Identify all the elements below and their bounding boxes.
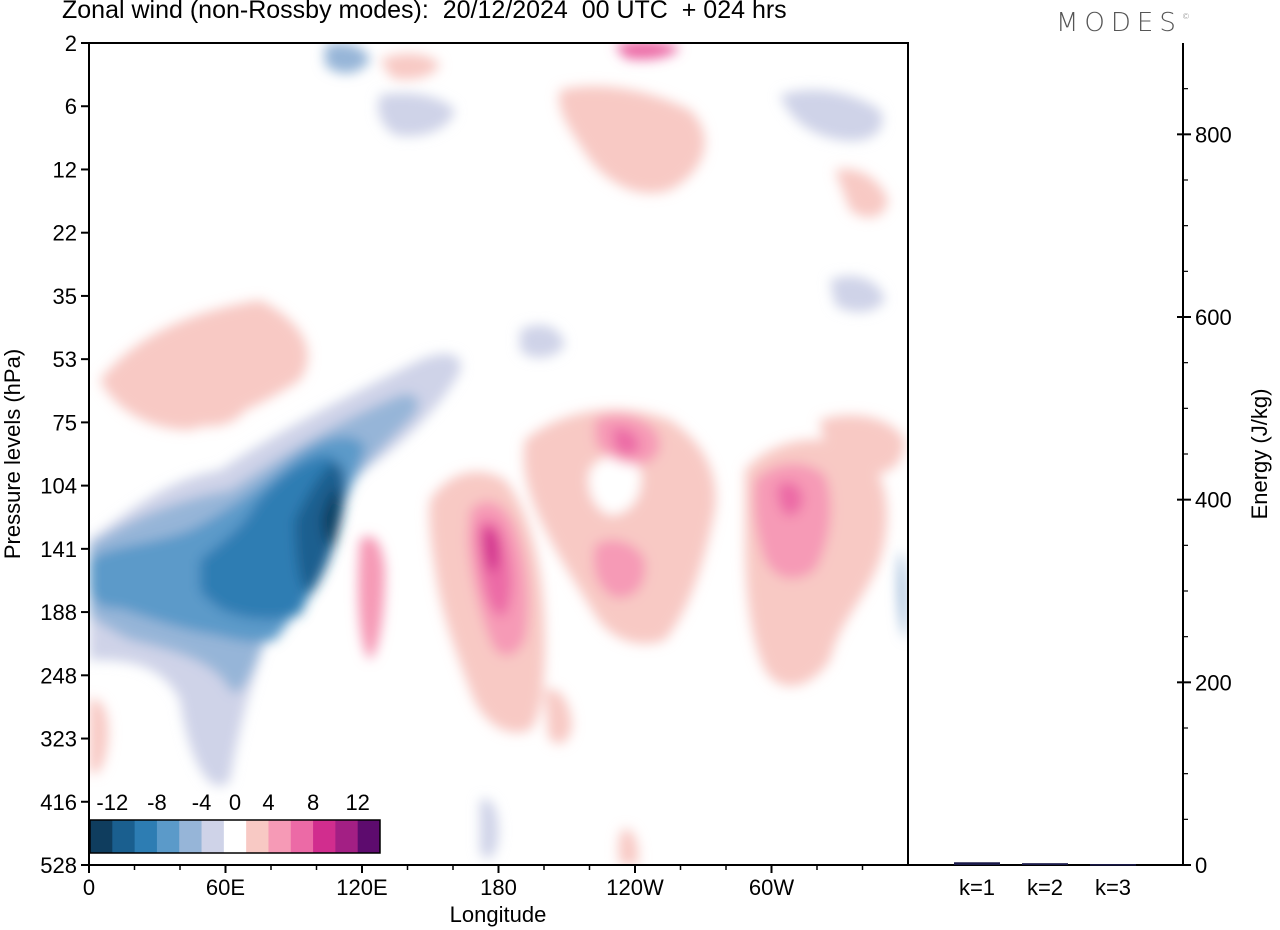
y-tick-label: 2 — [65, 31, 77, 56]
easterly-right-edge — [898, 550, 907, 640]
x-tick-label: 120W — [606, 875, 664, 900]
energy-category-label: k=2 — [1027, 875, 1063, 900]
colorbar — [89, 819, 381, 854]
pressure-axis: 2 6 12 22 35 53 75 104 141 188 248 323 416 528 — [40, 31, 89, 878]
energy-bar — [1022, 863, 1068, 865]
y-tick-label: 248 — [40, 663, 77, 688]
colorbar-swatch — [335, 820, 359, 853]
colorbar-swatch — [246, 820, 269, 853]
y-tick-label: 53 — [53, 347, 77, 372]
energy-category-label: k=3 — [1095, 875, 1131, 900]
y-tick-label: 75 — [53, 410, 77, 435]
westerly-120w-hole — [588, 455, 641, 515]
energy-tick-label: 0 — [1195, 853, 1207, 878]
easterly-top-blob — [325, 43, 370, 74]
colorbar-label: -12 — [96, 790, 128, 815]
brand-logo: MODES© — [1056, 8, 1190, 38]
westerly-right-mid — [820, 415, 905, 474]
westerly-120w-l3 — [612, 428, 640, 455]
easterly-upper-mid — [378, 93, 455, 137]
y-axis-label: Pressure levels (hPa) — [0, 349, 25, 559]
brand-text: MODES — [1056, 8, 1182, 38]
westerly-mid-cell — [190, 388, 250, 427]
easterly-center — [520, 325, 565, 358]
westerly-120w-low — [593, 540, 646, 599]
colorbar-swatch — [223, 820, 247, 853]
energy-bar — [954, 862, 1000, 865]
westerly-60w-l3 — [777, 481, 803, 516]
y-tick-label: 323 — [40, 727, 77, 752]
westerly-low-left — [89, 699, 109, 774]
westerly-top-pink — [615, 43, 680, 60]
westerly-upper-right — [835, 169, 888, 218]
westerly-region — [89, 43, 905, 865]
colorbar-swatch — [179, 820, 203, 853]
westerly-low-mid — [545, 689, 572, 744]
colorbar-label: 0 — [229, 790, 241, 815]
y-tick-label: 141 — [40, 537, 77, 562]
easterly-left-cell — [89, 551, 144, 609]
colorbar-label: 4 — [262, 790, 274, 815]
colorbar-label: -8 — [147, 790, 167, 815]
energy-tick-label: 200 — [1195, 670, 1232, 695]
westerly-top-left — [380, 53, 440, 80]
x-tick-label: 60E — [206, 875, 245, 900]
colorbar-swatch — [290, 820, 314, 853]
x-axis-label: Longitude — [450, 902, 547, 927]
easterly-region — [89, 43, 907, 859]
energy-tick-label: 400 — [1195, 488, 1232, 513]
colorbar-swatch — [90, 820, 113, 853]
westerly-left-cell — [358, 536, 385, 660]
heatmap-contours — [89, 43, 907, 865]
energy-panel: 0 200 400 600 800 k=1 k=2 k=3 Energy (J/kg) — [907, 43, 1272, 900]
colorbar-swatch — [268, 820, 292, 853]
energy-category-labels: k=1 k=2 k=3 — [959, 875, 1131, 900]
westerly-bottom — [618, 829, 639, 865]
colorbar-label: 12 — [345, 790, 369, 815]
brand-mark: © — [1181, 12, 1190, 21]
colorbar-swatch — [357, 820, 381, 853]
energy-axis: 0 200 400 600 800 — [1177, 88, 1232, 878]
easterly-mid-right — [830, 276, 885, 312]
colorbar-label: 8 — [307, 790, 319, 815]
longitude-axis: 0 60E 120E 180 120W 60W — [83, 865, 864, 900]
y-tick-label: 528 — [40, 853, 77, 878]
westerly-top-center — [559, 86, 705, 194]
x-tick-label: 0 — [83, 875, 95, 900]
colorbar-swatch — [112, 820, 136, 853]
y-tick-label: 416 — [40, 790, 77, 815]
energy-bars — [954, 862, 1136, 866]
heatmap-plot-area: -12 -8 -4 0 4 8 12 — [88, 42, 909, 866]
westerly-mid-band — [100, 300, 308, 430]
x-tick-label: 60W — [749, 875, 794, 900]
energy-axis-label: Energy (J/kg) — [1247, 389, 1272, 520]
y-tick-label: 188 — [40, 600, 77, 625]
y-tick-label: 104 — [40, 474, 77, 499]
y-tick-label: 22 — [53, 221, 77, 246]
westerly-120w-l1 — [523, 409, 716, 644]
easterly-mid-cell — [212, 560, 246, 612]
energy-category-label: k=1 — [959, 875, 995, 900]
colorbar-swatch — [134, 820, 158, 853]
chart-title: Zonal wind (non-Rossby modes): 20/12/202… — [62, 0, 787, 24]
colorbar-swatch — [156, 820, 180, 853]
colorbar-label: -4 — [192, 790, 212, 815]
energy-tick-label: 600 — [1195, 305, 1232, 330]
easterly-upper-right — [780, 90, 883, 141]
easterly-low-center — [480, 799, 499, 859]
energy-bar — [1090, 864, 1136, 866]
y-tick-label: 35 — [53, 284, 77, 309]
y-tick-label: 12 — [53, 157, 77, 182]
x-tick-label: 180 — [480, 875, 517, 900]
westerly-dateline-l4 — [483, 528, 499, 573]
energy-tick-label: 800 — [1195, 122, 1232, 147]
colorbar-swatch — [201, 820, 225, 853]
colorbar-swatch — [313, 820, 336, 853]
easterly-contour-l6 — [322, 488, 341, 547]
westerly-60w-l2 — [753, 463, 831, 579]
x-tick-label: 120E — [336, 875, 387, 900]
colorbar-labels: -12 -8 -4 0 4 8 12 — [96, 790, 370, 815]
y-tick-label: 6 — [65, 94, 77, 119]
